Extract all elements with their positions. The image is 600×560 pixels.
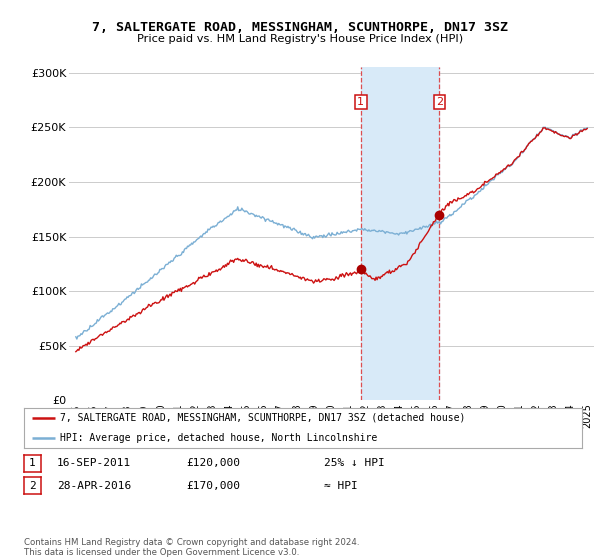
Text: 16-SEP-2011: 16-SEP-2011 [57, 458, 131, 468]
Text: 1: 1 [29, 458, 36, 468]
Text: £170,000: £170,000 [186, 480, 240, 491]
Text: 28-APR-2016: 28-APR-2016 [57, 480, 131, 491]
Text: 7, SALTERGATE ROAD, MESSINGHAM, SCUNTHORPE, DN17 3SZ (detached house): 7, SALTERGATE ROAD, MESSINGHAM, SCUNTHOR… [60, 413, 466, 423]
Text: 2: 2 [436, 97, 443, 107]
Text: 1: 1 [358, 97, 364, 107]
Bar [361, 67, 439, 400]
Text: HPI: Average price, detached house, North Lincolnshire: HPI: Average price, detached house, Nort… [60, 433, 377, 443]
Text: 2: 2 [29, 480, 36, 491]
Text: Price paid vs. HM Land Registry's House Price Index (HPI): Price paid vs. HM Land Registry's House … [137, 34, 463, 44]
Text: £120,000: £120,000 [186, 458, 240, 468]
Text: 7, SALTERGATE ROAD, MESSINGHAM, SCUNTHORPE, DN17 3SZ: 7, SALTERGATE ROAD, MESSINGHAM, SCUNTHOR… [92, 21, 508, 34]
Text: 25% ↓ HPI: 25% ↓ HPI [324, 458, 385, 468]
Text: ≈ HPI: ≈ HPI [324, 480, 358, 491]
Text: Contains HM Land Registry data © Crown copyright and database right 2024.
This d: Contains HM Land Registry data © Crown c… [24, 538, 359, 557]
